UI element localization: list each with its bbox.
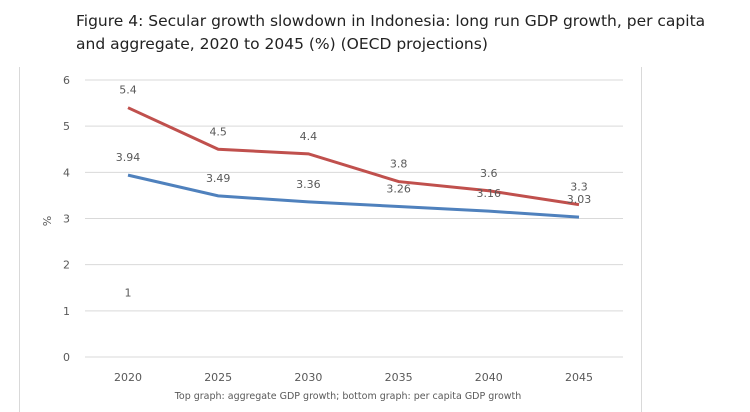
y-tick-label: 3 (63, 213, 70, 226)
x-axis-label: Top graph: aggregate GDP growth; bottom … (174, 391, 522, 402)
y-axis-label: % (41, 216, 54, 226)
y-tick-label: 0 (63, 351, 70, 364)
data-label: 3.36 (296, 178, 321, 191)
y-tick-label: 6 (63, 74, 70, 87)
figure-title: Figure 4: Secular growth slowdown in Ind… (76, 12, 706, 53)
data-label: 3.26 (386, 182, 411, 195)
data-label: 3.94 (116, 151, 141, 164)
y-tick-label: 5 (63, 120, 70, 133)
chart-frame (19, 67, 642, 412)
data-label: 3.49 (206, 172, 231, 185)
x-tick-label: 2025 (204, 371, 232, 384)
data-label: 3.16 (477, 187, 502, 200)
x-tick-label: 2020 (114, 371, 142, 384)
data-label: 5.4 (119, 84, 137, 97)
y-tick-label: 4 (63, 166, 70, 179)
data-label: 3.8 (390, 158, 408, 171)
data-label: 3.03 (567, 193, 592, 206)
y-tick-label: 1 (63, 305, 70, 318)
x-tick-label: 2030 (294, 371, 322, 384)
data-label: 3.3 (570, 181, 588, 194)
data-label: 4.4 (300, 130, 318, 143)
y-tick-label: 2 (63, 259, 70, 272)
annotation: 1 (125, 286, 132, 299)
data-label: 4.5 (209, 125, 227, 138)
x-tick-label: 2040 (475, 371, 503, 384)
series-line-aggregate (127, 106, 580, 207)
series-line-per-capita (127, 173, 580, 219)
x-tick-label: 2045 (565, 371, 593, 384)
x-tick-label: 2035 (385, 371, 413, 384)
data-label: 3.6 (480, 167, 498, 180)
